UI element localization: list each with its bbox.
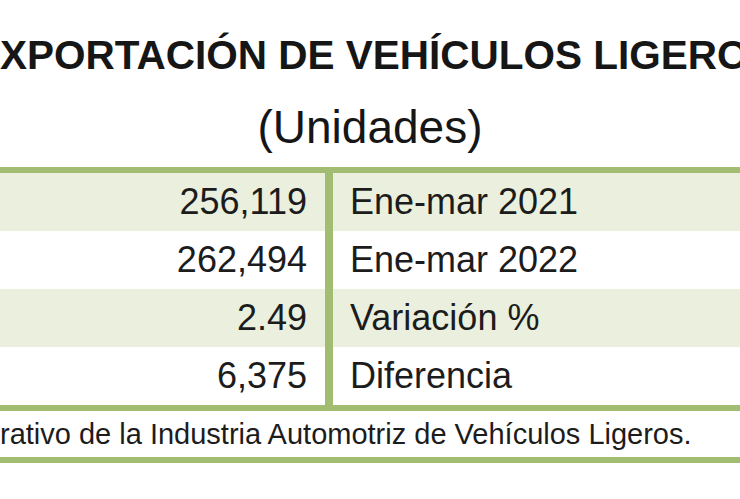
table-rows: 256,119 Ene-mar 2021 262,494 Ene-mar 202… <box>0 173 740 405</box>
row-value: 256,119 <box>0 173 325 231</box>
row-value: 2.49 <box>0 289 325 347</box>
row-label: Ene-mar 2021 <box>333 173 740 231</box>
table-row: 6,375 Diferencia <box>0 347 740 405</box>
report-page: EXPORTACIÓN DE VEHÍCULOS LIGEROS (Unidad… <box>0 0 740 499</box>
page-subtitle: (Unidades) <box>0 99 740 155</box>
table-row: 256,119 Ene-mar 2021 <box>0 173 740 231</box>
row-value: 6,375 <box>0 347 325 405</box>
table-footnote: rativo de la Industria Automotriz de Veh… <box>0 411 740 457</box>
table-column-divider <box>325 167 333 411</box>
page-title-text: EXPORTACIÓN DE VEHÍCULOS LIGEROS <box>0 30 740 80</box>
export-data-table: 256,119 Ene-mar 2021 262,494 Ene-mar 202… <box>0 167 740 463</box>
footnote-bottom-border <box>0 457 740 463</box>
table-row: 262,494 Ene-mar 2022 <box>0 231 740 289</box>
footnote-text: rativo de la Industria Automotriz de Veh… <box>0 418 692 451</box>
row-value: 262,494 <box>0 231 325 289</box>
page-title: EXPORTACIÓN DE VEHÍCULOS LIGEROS <box>0 30 740 80</box>
table-row: 2.49 Variación % <box>0 289 740 347</box>
row-label: Diferencia <box>333 347 740 405</box>
row-label: Variación % <box>333 289 740 347</box>
row-label: Ene-mar 2022 <box>333 231 740 289</box>
